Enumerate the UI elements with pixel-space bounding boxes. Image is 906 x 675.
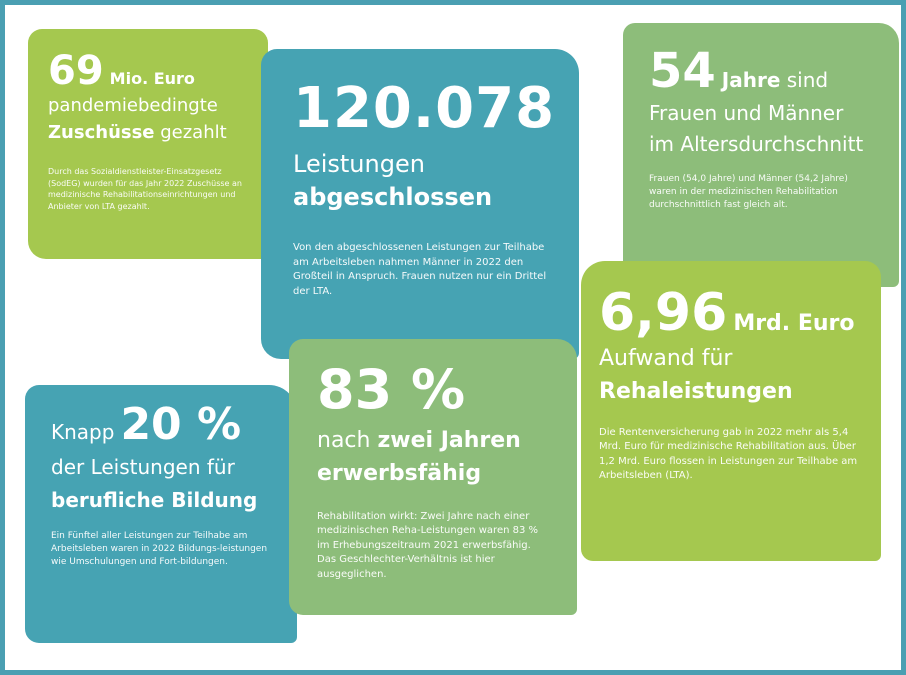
unit-label: Mio. Euro: [109, 69, 195, 88]
big-number: 69: [48, 48, 104, 94]
big-number: 20 %: [120, 399, 242, 450]
headline: 6,96 Mrd. Euro: [599, 287, 863, 339]
card-body-text: Die Rentenversicherung gab in 2022 mehr …: [599, 426, 858, 482]
subtitle-rest: gezahlt: [154, 121, 227, 143]
unit-label: Jahre: [721, 68, 781, 92]
headline: 69 Mio. Euro: [48, 51, 248, 91]
prefix-label: Knapp: [51, 420, 115, 444]
big-number: 83 %: [317, 358, 466, 421]
subtitle-line-1: nach zwei Jahren: [317, 427, 549, 455]
headline: Knapp 20 %: [51, 403, 271, 447]
card-aufwand-rehaleistungen: 6,96 Mrd. Euro Aufwand für Rehaleistungen…: [581, 261, 881, 561]
subtitle-line-1: Aufwand für: [599, 346, 733, 371]
subtitle-pre: nach: [317, 428, 378, 453]
card-body-text: Ein Fünftel aller Leistungen zur Teilhab…: [51, 531, 268, 568]
card-body-text: Von den abgeschlossenen Leistungen zur T…: [293, 242, 547, 297]
big-number: 120.078: [293, 76, 556, 141]
subtitle-bold: zwei Jahren: [377, 428, 521, 453]
card-body-text: Frauen (54,0 Jahre) und Männer (54,2 Jah…: [649, 174, 848, 211]
subtitle-line-1: Frauen und Männer: [649, 101, 844, 125]
card-altersdurchschnitt: 54 Jahre sind Frauen und Männer im Alters…: [623, 23, 899, 287]
subtitle-line-1: Leistungen: [293, 150, 425, 178]
subtitle-line-2: abgeschlossen: [293, 183, 493, 211]
card-erwerbsfaehig: 83 % nach zwei Jahren erwerbsfähig Rehab…: [289, 339, 577, 615]
subtitle-line-1: der Leistungen für: [51, 455, 235, 479]
unit-rest: sind: [780, 68, 829, 92]
card-pandemie-zuschuesse: 69 Mio. Euro pandemiebedingte Zuschüsse g…: [28, 29, 268, 259]
card-berufliche-bildung: Knapp 20 % der Leistungen für berufliche …: [25, 385, 297, 643]
subtitle-line-2: Zuschüsse gezahlt: [48, 122, 248, 145]
big-number: 6,96: [599, 283, 728, 343]
subtitle-line-2: im Altersdurchschnitt: [649, 132, 864, 156]
subtitle-line-2: Rehaleistungen: [599, 378, 793, 404]
card-leistungen-abgeschlossen: 120.078 Leistungen abgeschlossen Von den…: [261, 49, 579, 359]
subtitle-line-2: berufliche Bildung: [51, 488, 258, 512]
subtitle-line-1: pandemiebedingte: [48, 95, 218, 116]
subtitle-bold: Zuschüsse: [48, 121, 155, 143]
unit-label: Mrd. Euro: [733, 311, 855, 336]
subtitle-line-2: erwerbsfähig: [317, 460, 482, 486]
big-number: 54: [649, 43, 716, 99]
headline: 54 Jahre sind: [649, 47, 873, 95]
card-body-text: Durch das Sozialdienstleister-Einsatzges…: [48, 167, 242, 211]
card-body-text: Rehabilitation wirkt: Zwei Jahre nach ei…: [317, 510, 539, 580]
